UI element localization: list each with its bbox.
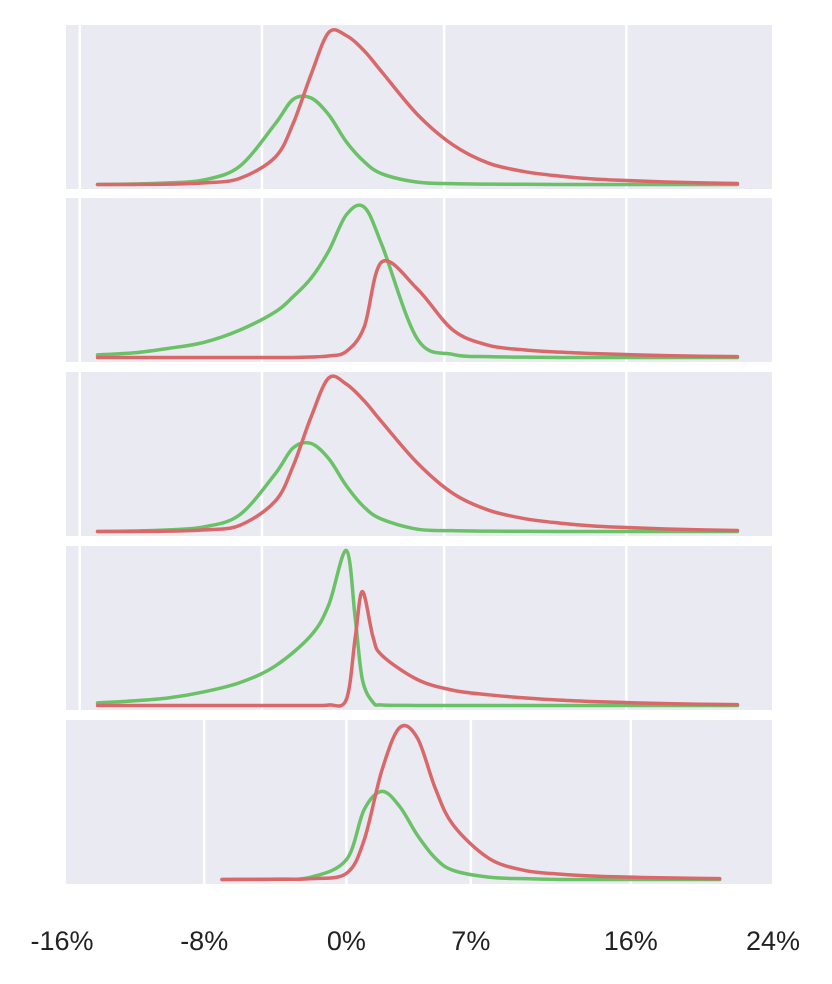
density-line xyxy=(95,548,740,708)
x-tick-label: 0% xyxy=(327,926,366,956)
panel-background xyxy=(66,546,772,710)
density-line xyxy=(95,440,740,534)
density-line xyxy=(95,203,740,360)
x-tick-label: -8% xyxy=(180,926,228,956)
panel-background xyxy=(66,25,772,189)
x-tick-label: -16% xyxy=(30,926,93,956)
density-line xyxy=(95,94,740,187)
density-line xyxy=(95,28,740,187)
panel-background xyxy=(66,372,772,536)
density-line xyxy=(95,589,740,708)
density-line xyxy=(95,258,740,360)
x-tick-label: 16% xyxy=(604,926,658,956)
panel-background xyxy=(66,720,772,884)
panel-background xyxy=(66,198,772,362)
density-line xyxy=(220,789,722,882)
density-line xyxy=(220,723,722,882)
x-tick-label: 24% xyxy=(746,926,800,956)
x-tick-label: 7% xyxy=(451,926,490,956)
density-line xyxy=(95,374,740,534)
